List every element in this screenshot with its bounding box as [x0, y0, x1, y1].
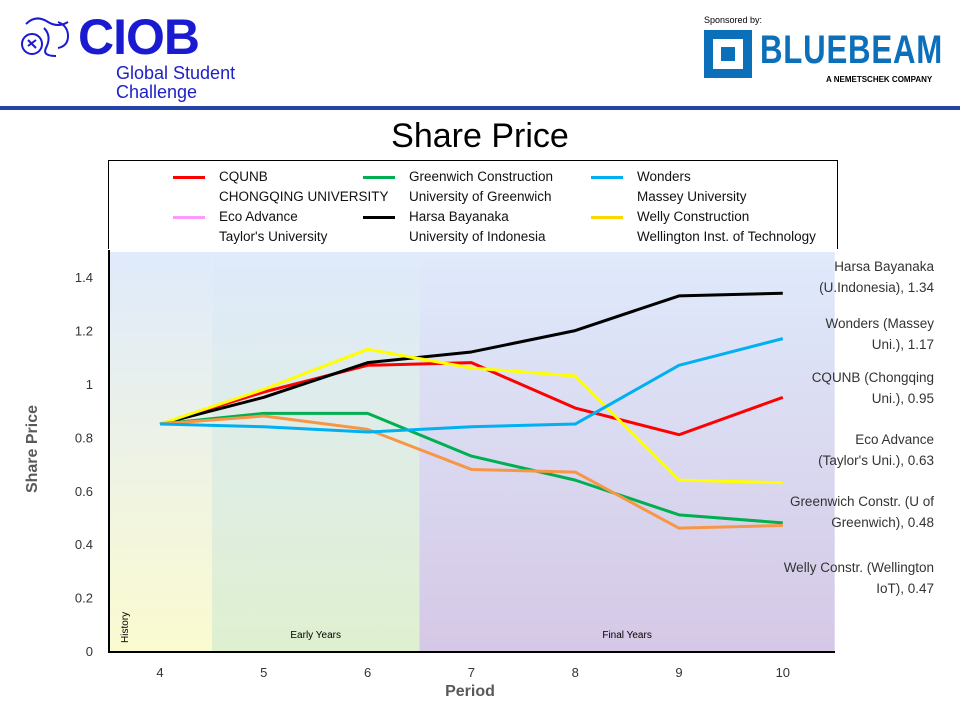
legend-name: Eco Advance: [219, 209, 298, 224]
y-tick-label: 1.4: [75, 270, 93, 285]
chart-legend: CQUNB CHONGQING UNIVERSITY Greenwich Const…: [108, 160, 838, 249]
bluebeam-logo-mark: [704, 30, 752, 78]
sponsor-name: BLUEBEAM: [760, 28, 944, 72]
legend-school: Taylor's University: [219, 229, 328, 244]
y-tick-label: 0: [86, 644, 93, 659]
legend-swatch: [591, 176, 623, 179]
x-tick-label: 6: [364, 665, 371, 680]
ciob-lion-emblem: [18, 14, 76, 58]
end-label-line1: Wonders (Massey: [825, 316, 934, 331]
chart-title: Share Price: [391, 117, 569, 155]
legend-entry: Greenwich Construction University of Gree…: [363, 167, 554, 207]
legend-swatch: [591, 216, 623, 219]
end-label-line2: (U.Indonesia), 1.34: [819, 280, 934, 295]
sponsor-label: Sponsored by:: [704, 15, 763, 25]
legend-swatch: [363, 176, 395, 179]
y-axis-label: Share Price: [24, 404, 41, 494]
end-data-label: Eco Advance (Taylor's Uni.), 0.63: [734, 429, 934, 471]
legend-school: University of Greenwich: [409, 189, 552, 204]
end-label-line1: CQUNB (Chongqing: [811, 370, 934, 385]
header-divider: [0, 106, 960, 110]
end-label-line1: Eco Advance: [855, 432, 934, 447]
legend-name: Harsa Bayanaka: [409, 209, 509, 224]
x-tick-label: 7: [468, 665, 475, 680]
end-data-label: Greenwich Constr. (U of Greenwich), 0.48: [734, 491, 934, 533]
legend-name: CQUNB: [219, 169, 268, 184]
logo-subtitle-line1: Global Student: [116, 63, 236, 83]
y-tick-label: 0.4: [75, 537, 93, 552]
logo-subtitle: Global Student Challenge: [116, 64, 235, 102]
end-label-line2: Greenwich), 0.48: [831, 515, 934, 530]
region-band: [110, 252, 212, 651]
legend-name: Wonders: [637, 169, 691, 184]
legend-entry: Welly Construction Wellington Inst. of Te…: [591, 207, 816, 247]
y-tick-label: 0.8: [75, 430, 93, 445]
legend-swatch: [363, 216, 395, 219]
legend-school: Massey University: [637, 189, 747, 204]
legend-entry: Harsa Bayanaka University of Indonesia: [363, 207, 546, 247]
legend-swatch: [173, 216, 205, 219]
end-label-line2: Uni.), 1.17: [871, 337, 934, 352]
region-label: Final Years: [602, 630, 651, 641]
legend-swatch: [173, 176, 205, 179]
y-tick-label: 1: [86, 377, 93, 392]
x-tick-label: 8: [572, 665, 579, 680]
legend-school: University of Indonesia: [409, 229, 546, 244]
legend-entry: Wonders Massey University: [591, 167, 747, 207]
end-data-label: Wonders (Massey Uni.), 1.17: [734, 313, 934, 355]
x-tick-label: 9: [675, 665, 682, 680]
ciob-logo-text: CIOB: [78, 9, 200, 65]
end-label-line1: Harsa Bayanaka: [834, 259, 934, 274]
end-label-line2: IoT), 0.47: [876, 581, 934, 596]
legend-name: Welly Construction: [637, 209, 750, 224]
x-tick-label: 10: [776, 665, 790, 680]
x-tick-label: 5: [260, 665, 267, 680]
end-label-line1: Greenwich Constr. (U of: [789, 494, 934, 509]
end-label-line1: Welly Constr. (Wellington: [783, 560, 934, 575]
legend-entry: CQUNB CHONGQING UNIVERSITY: [173, 167, 389, 207]
region-label: Early Years: [290, 630, 341, 641]
region-label: History: [120, 612, 131, 643]
x-axis-label: Period: [445, 683, 495, 700]
y-tick-label: 0.6: [75, 484, 93, 499]
logo-subtitle-line2: Challenge: [116, 82, 198, 102]
x-tick-label: 4: [156, 665, 163, 680]
end-data-label: Harsa Bayanaka (U.Indonesia), 1.34: [734, 256, 934, 298]
end-label-line2: Uni.), 0.95: [871, 391, 934, 406]
region-band: [419, 252, 835, 651]
legend-entry: Eco Advance Taylor's University: [173, 207, 328, 247]
end-data-label: CQUNB (Chongqing Uni.), 0.95: [734, 367, 934, 409]
y-tick-label: 0.2: [75, 591, 93, 606]
legend-school: CHONGQING UNIVERSITY: [219, 189, 389, 204]
legend-school: Wellington Inst. of Technology: [637, 229, 816, 244]
legend-name: Greenwich Construction: [409, 169, 554, 184]
end-data-label: Welly Constr. (Wellington IoT), 0.47: [734, 557, 934, 599]
sponsor-tagline: A NEMETSCHEK COMPANY: [826, 75, 933, 84]
region-band: [211, 252, 420, 651]
end-label-line2: (Taylor's Uni.), 0.63: [818, 453, 934, 468]
y-tick-label: 1.2: [75, 324, 93, 339]
